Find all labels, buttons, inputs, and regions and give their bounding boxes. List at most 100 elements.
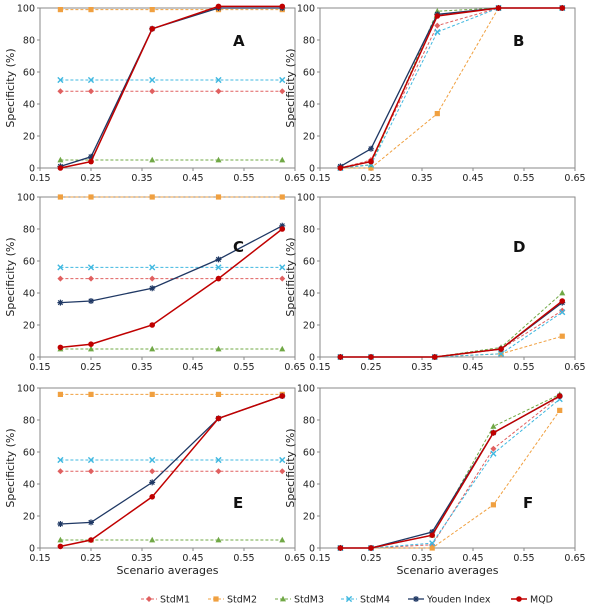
data-point	[434, 28, 441, 36]
data-point	[429, 532, 436, 538]
y-tick-label: 100	[17, 384, 35, 395]
data-point	[57, 264, 64, 271]
data-point	[88, 88, 94, 95]
panel-label: F	[523, 494, 533, 512]
y-tick-label: 60	[303, 448, 315, 459]
data-point	[215, 194, 222, 200]
x-tick-label: 0.25	[80, 173, 101, 184]
legend-item-stdm4: StdM4	[341, 595, 390, 606]
x-tick-label: 0.35	[131, 362, 152, 373]
x-tick-label: 0.45	[182, 553, 203, 564]
data-point	[149, 479, 156, 486]
legend: StdM1 StdM2 StdM3 StdM4 Youden Index MQD	[141, 595, 553, 606]
y-tick-label: 80	[303, 225, 315, 236]
x-tick-label: 0.15	[29, 362, 50, 373]
data-point	[87, 76, 95, 84]
y-tick-label: 100	[297, 384, 315, 395]
data-point	[337, 354, 344, 360]
data-point	[57, 536, 64, 543]
x-tick-label: 0.35	[131, 173, 152, 184]
data-point	[57, 456, 64, 464]
plot-frame	[319, 196, 576, 358]
data-point	[559, 333, 565, 339]
data-point	[215, 345, 222, 352]
chart-panel-a: 0 20 40 60 80 100 0.15 0.25 0.35 0.45 0.55 0.65 Spec…	[4, 4, 306, 185]
data-point	[429, 545, 435, 551]
x-tick-label: 0.25	[360, 553, 381, 564]
data-point	[215, 456, 222, 464]
y-tick-label: 0	[29, 164, 35, 175]
data-point	[57, 521, 64, 527]
data-point	[149, 468, 156, 475]
plot-frame	[39, 387, 296, 549]
data-point	[556, 393, 563, 399]
chart-panel-c: 0 20 40 60 80 100 0.15 0.25 0.35 0.45 0.55 0.65 Spec…	[4, 193, 306, 374]
data-point	[279, 275, 286, 282]
data-point	[498, 346, 504, 352]
data-point	[215, 156, 222, 163]
x-tick-label: 0.15	[29, 173, 50, 184]
data-point	[57, 165, 64, 171]
panel-label: B	[513, 32, 524, 50]
legend-label: Youden Index	[426, 595, 491, 606]
data-point	[88, 468, 94, 475]
data-point	[149, 88, 156, 95]
data-point	[497, 350, 505, 357]
plot-frame	[319, 7, 576, 169]
y-tick-label: 0	[309, 164, 315, 175]
data-point	[57, 194, 63, 200]
data-point	[279, 194, 285, 200]
data-point	[559, 307, 566, 314]
series-stdm1	[57, 88, 286, 95]
x-tick-label: 0.45	[462, 173, 483, 184]
x-tick-label: 0.45	[462, 362, 483, 373]
legend-marker	[516, 596, 522, 602]
y-axis-label: Specificity (%)	[4, 48, 17, 127]
y-tick-label: 40	[303, 100, 315, 111]
series-stdm1	[57, 468, 286, 475]
data-point	[215, 76, 222, 84]
x-axis-label: Scenario averages	[116, 564, 218, 577]
data-point	[88, 275, 94, 282]
plot-frame	[319, 387, 576, 549]
data-point	[215, 3, 222, 10]
data-point	[88, 341, 94, 348]
data-point	[88, 7, 94, 13]
x-tick-label: 0.55	[513, 173, 534, 184]
data-point	[434, 22, 441, 29]
data-point	[149, 456, 156, 464]
data-point	[279, 264, 286, 271]
data-point	[279, 393, 286, 399]
series-stdm4	[57, 264, 286, 271]
y-tick-label: 60	[303, 257, 315, 268]
x-tick-label: 0.35	[411, 553, 432, 564]
y-tick-label: 40	[23, 100, 35, 111]
data-point	[88, 298, 94, 304]
data-point	[429, 540, 436, 547]
data-point	[149, 536, 156, 543]
data-point	[215, 536, 222, 543]
data-point	[215, 275, 222, 282]
panel-label: E	[233, 494, 243, 512]
legend-marker	[146, 596, 152, 602]
y-tick-label: 100	[297, 193, 315, 204]
panel-label: C	[233, 238, 244, 256]
legend-label: StdM3	[294, 595, 324, 606]
x-tick-label: 0.15	[309, 553, 330, 564]
x-tick-label: 0.55	[233, 553, 254, 564]
x-tick-label: 0.45	[182, 173, 203, 184]
y-tick-label: 20	[23, 321, 35, 332]
y-tick-label: 20	[303, 321, 315, 332]
data-point	[279, 3, 286, 10]
data-point	[429, 529, 436, 535]
x-tick-label: 0.35	[131, 553, 152, 564]
data-point	[149, 26, 155, 32]
data-point	[149, 194, 155, 200]
y-tick-label: 60	[303, 68, 315, 79]
data-point	[490, 430, 497, 436]
x-tick-label: 0.35	[411, 173, 432, 184]
data-point	[337, 165, 344, 171]
data-point	[149, 264, 156, 271]
data-point	[490, 502, 496, 508]
